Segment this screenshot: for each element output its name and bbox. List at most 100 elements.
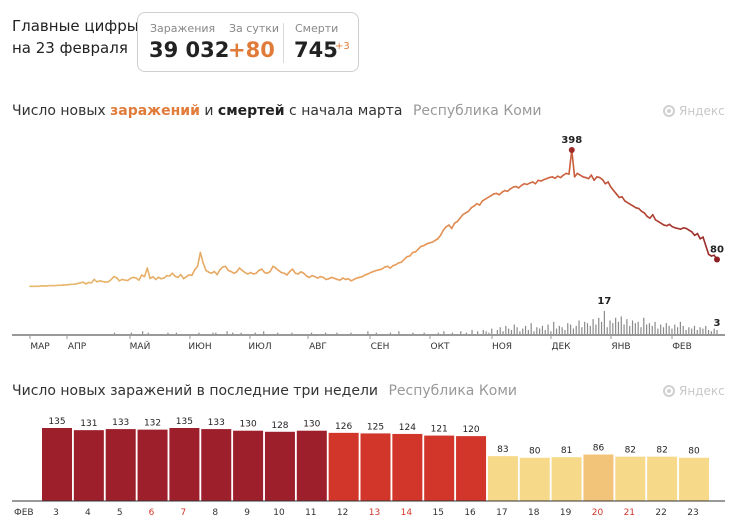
line-segment bbox=[216, 268, 221, 276]
day-bar bbox=[73, 430, 104, 501]
death-bar bbox=[550, 331, 552, 334]
header-line-1: Главные цифры bbox=[12, 17, 139, 35]
death-bar bbox=[437, 332, 439, 334]
death-bar bbox=[277, 332, 279, 334]
line-segment bbox=[191, 268, 196, 277]
line-chart: МАР АПР МАЙ ИЮН ИЮЛ АВГ СЕН ОКТ НОЯ ДЕК ЯНВ ФЕВ 398… bbox=[12, 135, 725, 352]
cases-value: 39 032 bbox=[149, 38, 230, 62]
yandex-circle-icon bbox=[663, 105, 675, 117]
yandex-logo-2: Яндекс bbox=[663, 384, 725, 398]
line-segment bbox=[607, 181, 612, 188]
death-bar bbox=[477, 331, 479, 334]
line-segment bbox=[199, 251, 204, 264]
death-bar bbox=[496, 329, 498, 334]
bar-value-label: 121 bbox=[431, 425, 448, 435]
line-segment bbox=[224, 265, 230, 272]
death-bar bbox=[536, 327, 538, 334]
death-bar bbox=[541, 325, 544, 334]
death-bar bbox=[688, 327, 690, 334]
header-line-2: на 23 февраля bbox=[12, 39, 128, 57]
bar-value-label: 132 bbox=[144, 419, 161, 429]
last-point bbox=[714, 256, 720, 263]
bar-category-label: 6 bbox=[149, 508, 155, 518]
cases-label: Заражения bbox=[150, 22, 216, 35]
line-segment bbox=[143, 267, 149, 278]
bar-category-label: 14 bbox=[401, 508, 413, 518]
day-bar bbox=[105, 429, 136, 501]
death-bar bbox=[350, 332, 352, 334]
death-bar bbox=[575, 325, 577, 334]
death-bar bbox=[702, 328, 704, 334]
bar-x-prefix: ФЕВ bbox=[14, 508, 34, 518]
death-bar bbox=[665, 323, 667, 334]
death-bar bbox=[263, 331, 265, 334]
death-bar bbox=[696, 329, 698, 334]
death-bar bbox=[600, 321, 603, 334]
yandex-logo-1: Яндекс bbox=[663, 104, 725, 118]
death-bar bbox=[646, 324, 648, 334]
death-bar bbox=[530, 323, 532, 334]
day-bar bbox=[392, 433, 423, 501]
month-label: ЯНВ bbox=[611, 342, 630, 352]
bar-value-label: 80 bbox=[529, 447, 541, 457]
death-bar bbox=[443, 331, 445, 334]
bar-value-label: 126 bbox=[335, 422, 352, 432]
line-segment bbox=[590, 174, 595, 182]
death-bar bbox=[508, 328, 510, 334]
death-bar bbox=[539, 328, 541, 334]
death-bar bbox=[505, 325, 507, 334]
bar-value-label: 133 bbox=[208, 418, 225, 428]
month-label: АПР bbox=[68, 342, 87, 352]
day-bar bbox=[328, 432, 359, 501]
death-bar bbox=[519, 331, 521, 334]
line-segment bbox=[439, 229, 445, 237]
death-bar bbox=[679, 321, 681, 334]
death-bar bbox=[643, 317, 645, 334]
month-label: ОКТ bbox=[431, 342, 450, 352]
death-bar bbox=[240, 332, 242, 334]
bar-value-label: 128 bbox=[271, 421, 288, 431]
stats-box: Заражения 39 032 За сутки +80 Смерти 745… bbox=[137, 12, 359, 72]
chart1-title-p3: и bbox=[199, 103, 218, 119]
yandex-brand-1: Яндекс bbox=[679, 104, 725, 118]
death-bar bbox=[522, 328, 524, 334]
death-bar bbox=[654, 321, 656, 334]
day-bar bbox=[424, 435, 455, 501]
bar-category-label: 21 bbox=[624, 508, 635, 518]
death-bar bbox=[710, 331, 712, 334]
day-bar bbox=[615, 456, 646, 501]
bar-category-label: 3 bbox=[53, 508, 59, 518]
bar-value-label: 133 bbox=[112, 418, 129, 428]
death-bar bbox=[291, 332, 293, 334]
bar-value-label: 131 bbox=[80, 419, 97, 429]
bar-category-label: 23 bbox=[687, 508, 698, 518]
death-bar bbox=[336, 332, 338, 334]
last-case-label: 80 bbox=[710, 244, 724, 255]
death-bar bbox=[544, 329, 546, 334]
death-bar bbox=[609, 320, 611, 334]
death-bar bbox=[367, 331, 369, 334]
bar-category-label: 20 bbox=[592, 508, 604, 518]
death-bar bbox=[412, 332, 414, 334]
line-segment bbox=[291, 268, 297, 275]
bars-layer: 1353131413351326135713381309128101301112… bbox=[42, 417, 709, 518]
death-bar bbox=[485, 331, 487, 334]
line-segment bbox=[450, 222, 456, 230]
death-bar bbox=[631, 320, 634, 334]
death-bar bbox=[567, 323, 569, 334]
death-bar bbox=[637, 321, 639, 334]
death-bar bbox=[513, 324, 515, 334]
bar-value-label: 80 bbox=[688, 447, 700, 457]
chart1-title-p1: Число новых bbox=[12, 103, 111, 119]
chart1-region: Республика Коми bbox=[412, 103, 542, 119]
death-bar bbox=[547, 324, 549, 334]
chart2-region: Республика Коми bbox=[388, 383, 517, 399]
death-bar bbox=[553, 321, 555, 334]
day-bar bbox=[42, 428, 72, 501]
death-bar bbox=[423, 332, 425, 334]
death-bar bbox=[685, 329, 687, 334]
death-bar bbox=[499, 327, 501, 334]
death-bar bbox=[516, 327, 518, 334]
death-bar bbox=[375, 332, 377, 334]
bar-category-label: 16 bbox=[464, 508, 476, 518]
